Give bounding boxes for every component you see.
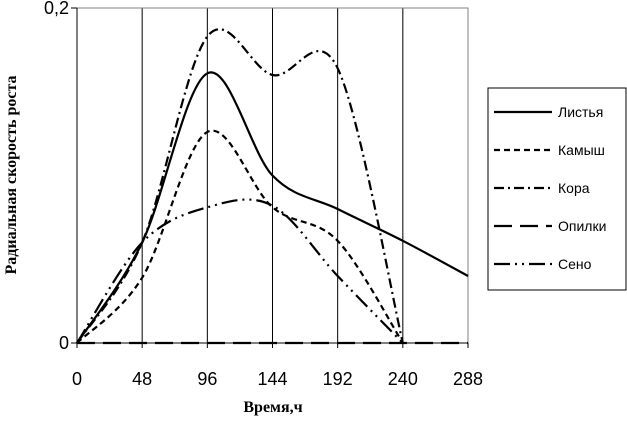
y-axis-label: Радиальная скорость роста <box>3 75 20 274</box>
y-tick-label: 0,2 <box>44 0 69 18</box>
legend: Листья Камыш Кора Опилки Сено <box>487 87 627 291</box>
legend-label: Листья <box>558 104 603 120</box>
x-tick-label: 240 <box>388 369 418 389</box>
legend-label: Опилки <box>558 218 606 234</box>
legend-label: Камыш <box>558 142 605 158</box>
series-line-dash <box>76 129 404 344</box>
x-tick-label: 288 <box>453 369 483 389</box>
y-tick-labels: 00,2 <box>44 0 69 353</box>
x-tick-label: 96 <box>197 369 217 389</box>
x-tick-labels: 0 48 96 144 192 240 288 <box>72 369 483 389</box>
x-tick-label: 0 <box>72 369 82 389</box>
x-axis-label: Время,ч <box>243 399 302 416</box>
x-tick-label: 144 <box>257 369 287 389</box>
x-tick-label: 192 <box>323 369 353 389</box>
legend-label: Кора <box>558 180 590 196</box>
y-tick-label: 0 <box>59 333 69 353</box>
series-line-dash-dot <box>76 28 404 344</box>
legend-label: Сено <box>558 256 592 272</box>
x-tick-label: 48 <box>132 369 152 389</box>
axes <box>71 7 469 348</box>
legend-box <box>487 87 627 291</box>
